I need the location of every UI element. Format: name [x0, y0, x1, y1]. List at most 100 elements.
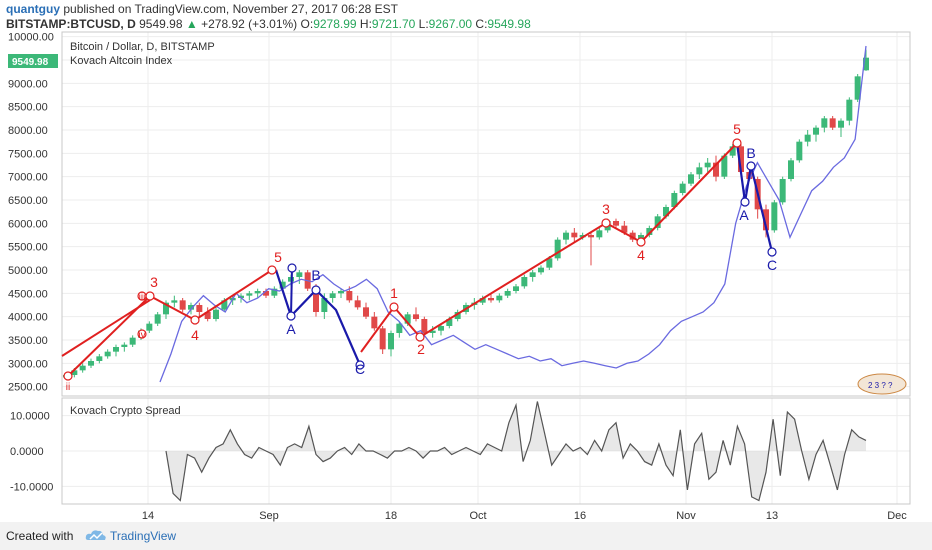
indicator-legend-altcoin[interactable]: Kovach Altcoin Index: [70, 55, 173, 67]
wave-pivot-circle: [389, 302, 399, 312]
wave-pivot-circle: [311, 285, 321, 295]
candle-body: [529, 272, 536, 277]
wave-red-segment: [149, 295, 196, 321]
candle-body: [96, 356, 103, 361]
published-text: published on TradingView.com, November 2…: [63, 2, 398, 16]
candle-body: [246, 293, 253, 296]
candle-body: [804, 134, 811, 142]
tradingview-brand-link[interactable]: TradingView: [110, 529, 177, 543]
main-price-axis[interactable]: 10000.009500.009000.008500.008000.007500…: [8, 32, 54, 394]
candle-body: [413, 314, 419, 319]
main-y-tick-label: 7500.00: [8, 148, 48, 160]
open-label: O:: [300, 17, 314, 31]
open-value: 9278.99: [313, 17, 357, 31]
wave-label-blue: A: [739, 207, 749, 223]
indicator-legend-spread[interactable]: Kovach Crypto Spread: [70, 405, 181, 417]
wave-red-segment: [194, 269, 273, 321]
candle-body: [363, 307, 369, 317]
x-tick-label: 13: [766, 510, 778, 522]
candle-body: [513, 286, 519, 291]
candle-body: [146, 323, 153, 331]
wave-label-red: 5: [274, 249, 282, 265]
candle-body: [496, 295, 503, 301]
main-y-tick-label: 5000.00: [8, 265, 48, 277]
candle-body: [563, 232, 569, 240]
symbol-label[interactable]: BITSTAMP:BTCUSD, D: [6, 17, 136, 31]
low-value: 9267.00: [428, 17, 473, 31]
tradingview-cloud-icon: [85, 530, 106, 540]
lower-pane-border: [61, 397, 911, 505]
candle-body: [113, 347, 119, 352]
lower-y-tick-label: 0.0000: [10, 446, 44, 458]
candle-body: [204, 312, 211, 319]
candle-body: [88, 361, 94, 366]
candle-body: [171, 300, 178, 303]
candle-body: [121, 344, 128, 347]
candle-body: [396, 323, 403, 333]
candle-body: [163, 302, 169, 315]
main-y-tick-label: 5500.00: [8, 242, 48, 254]
spread-area-fill: [166, 401, 866, 501]
candle-body: [763, 209, 769, 231]
candle-body: [821, 118, 828, 128]
candle-body: [621, 225, 628, 233]
candle-body: [646, 228, 653, 235]
wave-blue-spike: [290, 267, 293, 317]
main-legend-title[interactable]: Bitcoin / Dollar, D, BITSTAMP: [70, 41, 215, 53]
last-price: 9549.98: [139, 17, 183, 31]
candle-body: [479, 298, 486, 303]
wave-label-blue: B: [746, 145, 755, 161]
candle-body: [771, 202, 778, 231]
candle-body: [196, 305, 203, 312]
x-tick-label: Sep: [259, 510, 279, 522]
candle-body: [79, 365, 86, 371]
candle-body: [213, 309, 219, 319]
close-value: 9549.98: [487, 17, 531, 31]
chart-area[interactable]: 10000.009500.009000.008500.008000.007500…: [0, 0, 932, 522]
candle-body: [863, 57, 869, 71]
candle-body: [671, 193, 678, 207]
candle-body: [696, 167, 703, 175]
wave-label-red: 3: [150, 274, 158, 290]
wave-blue-abc-nov: [735, 142, 774, 253]
price-change: +278.92 (+3.01%): [201, 17, 298, 31]
candle-body: [371, 316, 378, 329]
candle-body: [454, 312, 461, 319]
candle-body: [154, 314, 161, 324]
candle-body: [329, 293, 336, 298]
symbol-ohlc-line: BITSTAMP:BTCUSD, D 9549.98 ▲ +278.92 (+3…: [6, 17, 531, 31]
candle-body: [838, 120, 844, 128]
up-triangle-icon: ▲: [185, 17, 198, 31]
candle-body: [221, 300, 228, 310]
candle-body: [788, 160, 794, 179]
candle-body: [779, 179, 786, 203]
wave-pivot-circle: [767, 247, 777, 257]
candle-body: [354, 300, 361, 308]
wave-pivot-circle: [137, 329, 147, 339]
altcoin-index-line: [159, 45, 867, 383]
username-link[interactable]: quantguy: [6, 2, 60, 16]
main-y-tick-label: 10000.00: [8, 32, 54, 44]
lower-y-tick-label: -10.0000: [10, 481, 53, 493]
main-y-tick-label: 7000.00: [8, 172, 48, 184]
candle-body: [613, 221, 619, 226]
kovach-altcoin-index-series: [159, 45, 867, 383]
wave-red-segment: [640, 142, 738, 243]
wave-label-blue: C: [767, 257, 777, 273]
main-y-tick-label: 2500.00: [8, 382, 48, 394]
candle-body: [488, 298, 494, 301]
lower-value-axis[interactable]: 10.0000 0.0000 -10.0000: [10, 411, 53, 494]
wave-label-blue: A: [286, 321, 296, 337]
candle-body: [504, 291, 511, 296]
main-y-tick-label: 8000.00: [8, 125, 48, 137]
candle-body: [846, 99, 853, 121]
lower-y-tick-label: 10.0000: [10, 411, 50, 423]
x-tick-label: Dec: [887, 510, 907, 522]
wave-label-red: 3: [602, 201, 610, 217]
time-axis[interactable]: 14 Sep 18 Oct 16 Nov 13 Dec: [142, 510, 907, 522]
candle-body: [338, 291, 344, 294]
wave-pivot-circle: [286, 311, 296, 321]
main-pane-border: [61, 31, 911, 397]
candle-body: [379, 328, 386, 350]
candle-body: [629, 232, 636, 240]
